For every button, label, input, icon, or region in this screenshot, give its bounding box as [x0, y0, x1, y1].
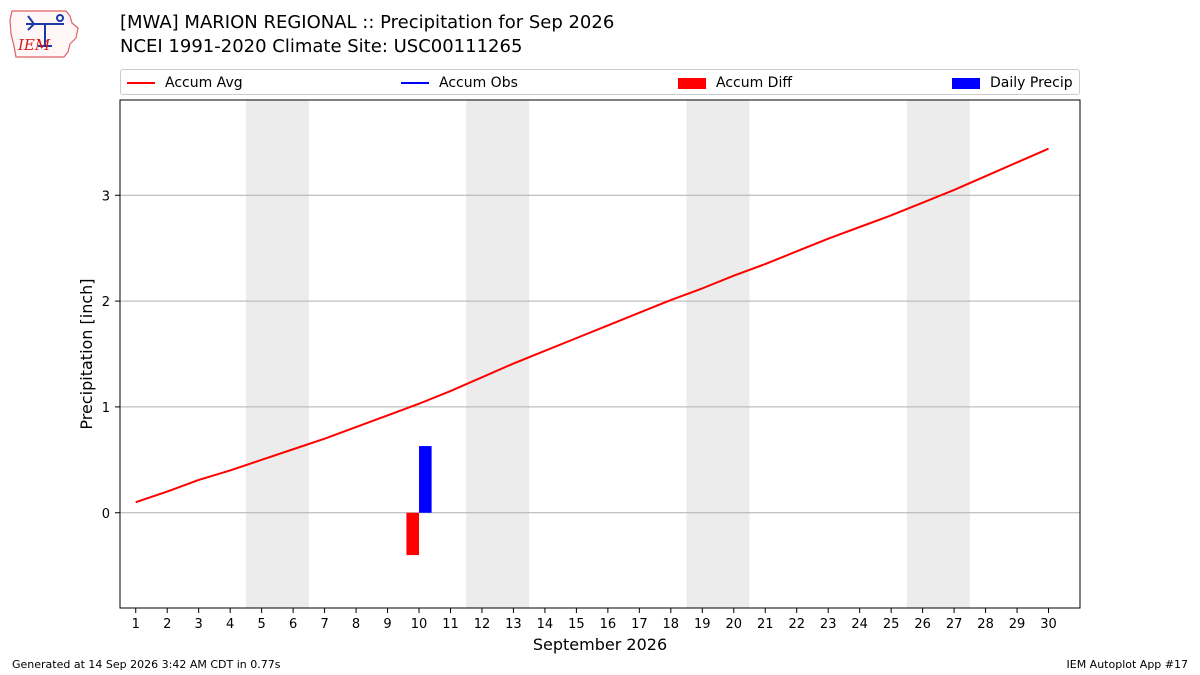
iem-logo: IEM: [9, 10, 79, 58]
bar-accum-diff-day-10: [406, 512, 420, 556]
legend-item-accum-avg: Accum Avg: [127, 73, 243, 93]
line-accum-avg: [135, 147, 1049, 504]
bars: [406, 446, 432, 556]
x-tick-label-9: 9: [383, 617, 391, 632]
x-tick-label-5: 5: [257, 617, 265, 632]
x-tick-label-27: 27: [946, 617, 963, 632]
x-tick-label-18: 18: [663, 617, 680, 632]
weekend-band-4: [906, 100, 970, 608]
weather-station-icon: [26, 14, 64, 47]
x-tick-label-3: 3: [195, 617, 203, 632]
generated-timestamp: Generated at 14 Sep 2026 3:42 AM CDT in …: [12, 658, 281, 671]
x-tick-label-7: 7: [320, 617, 328, 632]
x-axis-label: September 2026: [533, 635, 667, 654]
x-tick-label-2: 2: [163, 617, 171, 632]
bar-daily-precip-day-10: [419, 446, 432, 513]
legend: Accum Avg Accum Obs Accum Diff Daily Pre…: [120, 69, 1080, 95]
y-tick-label-2: 2: [102, 295, 110, 310]
x-tick-label-13: 13: [505, 617, 522, 632]
x-tick-label-20: 20: [725, 617, 742, 632]
y-tick-label-0: 0: [102, 507, 110, 522]
x-tick-label-24: 24: [851, 617, 868, 632]
legend-label-daily-precip: Daily Precip: [990, 75, 1073, 91]
x-tick-label-30: 30: [1040, 617, 1057, 632]
chart-subtitle: NCEI 1991-2020 Climate Site: USC00111265: [120, 36, 523, 57]
x-tick-label-15: 15: [568, 617, 585, 632]
x-tick-label-10: 10: [411, 617, 428, 632]
x-tick-label-21: 21: [757, 617, 774, 632]
grid-lines: [120, 194, 1080, 514]
x-tick-label-23: 23: [820, 617, 837, 632]
series-lines: [135, 147, 1049, 504]
legend-swatch-accum-diff: [678, 77, 706, 89]
x-tick-label-16: 16: [600, 617, 617, 632]
x-tick-label-17: 17: [631, 617, 648, 632]
y-tick-label-1: 1: [102, 401, 110, 416]
x-tick-label-14: 14: [537, 617, 554, 632]
legend-label-accum-avg: Accum Avg: [165, 75, 243, 91]
x-tick-label-8: 8: [352, 617, 360, 632]
weekend-shading: [245, 100, 970, 608]
legend-item-accum-diff: Accum Diff: [678, 73, 792, 93]
chart-title: [MWA] MARION REGIONAL :: Precipitation f…: [120, 12, 615, 33]
legend-item-daily-precip: Daily Precip: [952, 73, 1073, 93]
y-tick-label-3: 3: [102, 189, 110, 204]
legend-swatch-accum-obs: [401, 82, 429, 84]
x-tick-label-22: 22: [788, 617, 805, 632]
legend-item-accum-obs: Accum Obs: [401, 73, 518, 93]
legend-swatch-accum-avg: [127, 82, 155, 84]
x-tick-label-19: 19: [694, 617, 711, 632]
iem-logo-text: IEM: [17, 36, 51, 54]
x-tick-label-12: 12: [474, 617, 491, 632]
x-tick-label-11: 11: [442, 617, 459, 632]
x-tick-label-4: 4: [226, 617, 234, 632]
weekend-band-3: [686, 100, 750, 608]
legend-label-accum-obs: Accum Obs: [439, 75, 518, 91]
x-tick-label-6: 6: [289, 617, 297, 632]
weekend-band-2: [466, 100, 530, 608]
x-tick-label-1: 1: [132, 617, 140, 632]
x-tick-label-29: 29: [1009, 617, 1026, 632]
x-tick-label-26: 26: [914, 617, 931, 632]
legend-swatch-daily-precip: [952, 77, 980, 89]
y-axis: 0 1 2 3: [102, 189, 120, 522]
weekend-band-1: [245, 100, 309, 608]
x-tick-label-28: 28: [977, 617, 994, 632]
x-axis: 1 2 3 4 5 6 7 8 9 10 11 12 13 14 15 16 17 18 19 20 21 22 23 24 2…: [132, 608, 1057, 632]
y-axis-label: Precipitation [inch]: [77, 278, 96, 429]
plot-frame: [119, 99, 1081, 609]
legend-label-accum-diff: Accum Diff: [716, 75, 793, 91]
x-tick-label-25: 25: [883, 617, 900, 632]
app-id: IEM Autoplot App #17: [1066, 658, 1189, 671]
